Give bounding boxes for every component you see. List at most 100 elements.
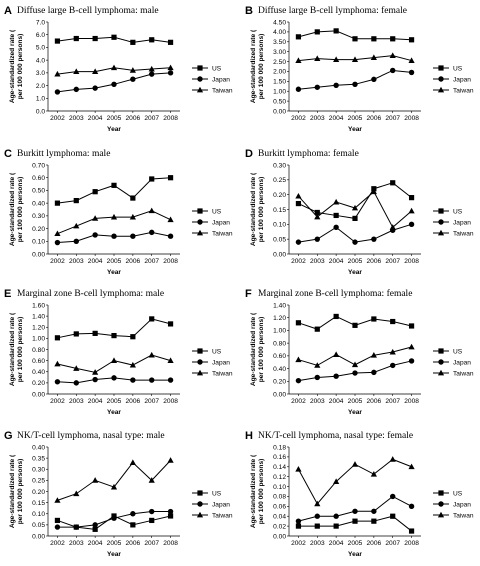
panel-c-ytick-label: 0.70 [32,162,45,169]
panel-d-legend-marker [437,229,445,236]
panel-b-point-taiwan [370,54,377,60]
panel-a-point-us [73,35,79,42]
panel-a-xtick-label: 2002 [50,115,65,122]
panel-a-xtick-label: 2003 [69,115,84,122]
panel-d: D Burkitt lymphoma: female 0.00 0.05 0.10 0.1… [245,148,474,276]
panel-h-xtick-label: 2006 [367,540,382,547]
panel-e-legend-taiwan: Taiwan [192,369,233,377]
panel-a-xtick-label: 2007 [144,115,159,122]
panel-g-legend-japan: Japan [192,501,230,508]
panel-e-series-us [54,316,174,341]
panel-g-series-taiwan [54,457,174,503]
panel-b-point-taiwan [351,56,359,62]
panel-f-legend-marker [437,369,445,376]
panel-c-legend-marker [196,229,204,236]
panel-g-ytick-label: 0.20 [32,489,45,496]
panel-h-point-japan [408,503,415,510]
panel-d-ytick-label: 0.25 [273,177,286,184]
panel-f-letter: F [245,288,252,300]
panel-e-point-us [149,316,155,322]
panel-a-letter: A [4,5,12,17]
panel-c-ytick-label: 0.20 [32,226,45,233]
panel-d-point-japan [371,236,377,242]
panel-e-point-us [92,330,98,336]
panel-e-ytick-label: 1.40 [32,313,45,320]
panel-c-xtick-label: 2003 [69,258,84,265]
panel-c-ytick-label: 0.00 [32,251,45,258]
panel-e-point-taiwan [54,360,61,367]
panel-e-title: Marginal zone B-cell lymphoma: male [17,289,164,299]
panel-f-legend-label: Taiwan [453,370,474,377]
panel-g-point-taiwan [129,459,136,465]
panel-b-xlabel: Year [348,126,362,133]
panel-b-point-japan [390,67,396,74]
panel-c-point-us [130,195,136,201]
panel-g-legend-marker [197,501,203,507]
panel-c-ylabel: Age-standardized rate (per 100 000 perso… [9,172,24,246]
panel-b-series-japan [295,67,415,92]
panel-d-ylabel-line2: per 100 000 persons) [258,177,265,243]
panel-a-ytick-label: 3.0 [36,70,45,77]
panel-e-point-us [54,335,61,341]
panel-g-point-us [92,526,98,532]
panel-h-ylabel-line1: Age-standardized rate ( [250,454,257,528]
panel-e-ytick-label: 0.40 [32,369,45,376]
panel-f-ytick-label: 1.40 [273,302,286,309]
panel-a-point-us [54,38,61,44]
panel-b-point-us [352,36,358,42]
panel-c-point-japan [73,238,79,244]
panel-c-xtick-label: 2004 [88,258,103,265]
panel-c-point-us [149,176,155,182]
panel-c-ytick-label: 0.10 [32,239,45,246]
panel-h-xtick-label: 2005 [348,540,363,547]
panel-e-point-us [130,334,136,340]
panel-g-ytick-label: 0.30 [32,467,45,474]
panel-d-point-taiwan [408,207,415,214]
panel-e-point-us [73,331,79,337]
panel-d-ytick-label: 0.20 [273,192,286,199]
panel-d-series-japan [295,221,415,245]
panel-b-xtick-label: 2002 [291,115,306,122]
panel-g-ytick-label: 0.25 [32,478,45,485]
panel-a-xlabel: Year [107,126,121,133]
panel-f-ytick-label: 1.00 [273,328,286,335]
panel-e-ytick-label: 0.00 [32,391,45,398]
panel-e-ylabel-line1: Age-standardized rate ( [9,312,16,386]
panel-a: A Diffuse large B-cell lymphoma: male 0.0 1… [4,5,233,133]
panel-e-ylabel: Age-standardized rate (per 100 000 perso… [9,312,24,386]
panel-b-point-japan [333,82,339,88]
panel-c-ytick-label: 0.40 [32,200,45,207]
panel-h-point-taiwan [370,470,377,477]
panel-h-legend-us: US [433,490,463,497]
panel-e-point-japan [92,376,98,383]
panel-g-ylabel: Age-standardized rate (per 100 000 perso… [9,454,24,528]
panel-f-point-taiwan [314,362,321,368]
panel-c-xtick-label: 2005 [107,258,122,265]
panel-a-point-japan [130,76,136,82]
panel-d-series-taiwan [295,188,415,230]
panel-e-point-japan [167,377,174,383]
panel-a-title: Diffuse large B-cell lymphoma: male [17,5,159,16]
panel-e-series-japan [54,375,174,386]
panel-c-ylabel-line2: per 100 000 persons) [17,177,24,243]
panel-d-point-us [390,180,396,186]
panel-e-legend-japan: Japan [192,359,230,366]
panel-c-point-taiwan [92,215,99,221]
panel-b-xtick-label: 2007 [385,115,400,122]
panel-b-ytick-label: 2.50 [273,59,286,66]
panel-h-legend-marker [437,511,445,518]
panel-h-point-japan [295,518,302,524]
panel-e-point-us [167,321,174,327]
panel-h-point-us [352,518,358,524]
panel-g-point-japan [149,508,155,515]
panel-b-ytick-label: 3.50 [273,39,286,46]
panel-h-title: NK/T-cell lymphoma, nasal type: female [258,430,413,441]
panel-a-point-japan [167,70,174,76]
panel-e-point-japan [149,377,155,383]
panel-a-ylabel-line1: Age-standardized rate ( [9,29,16,103]
panel-g-series-japan [54,508,174,530]
panel-f-legend-marker [438,348,444,354]
panel-g-title: NK/T-cell lymphoma, nasal type: male [17,431,165,441]
panel-a-xtick-label: 2005 [107,115,122,122]
panel-e-legend-us: US [192,348,222,355]
